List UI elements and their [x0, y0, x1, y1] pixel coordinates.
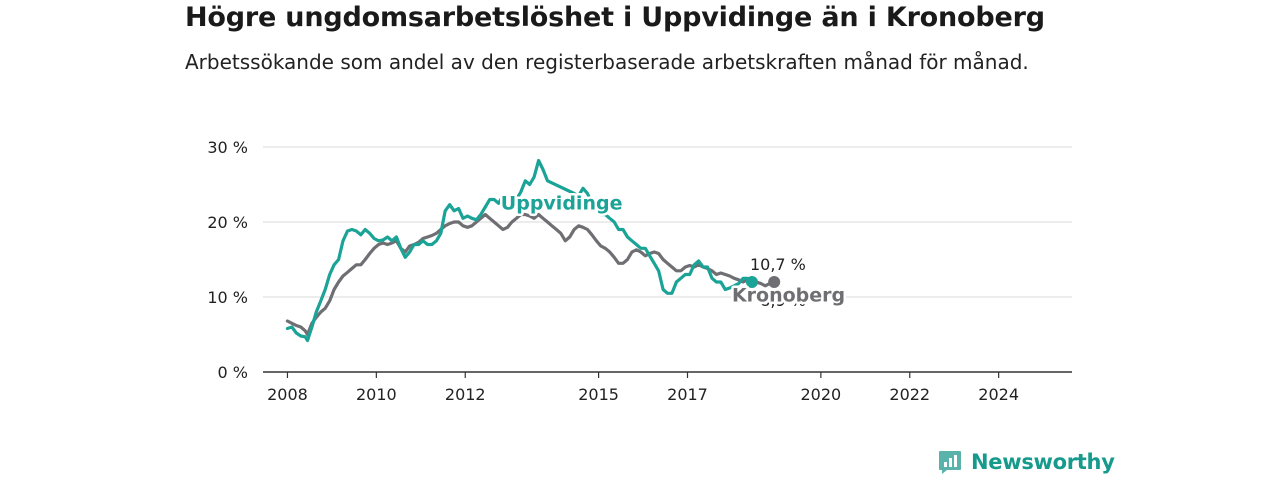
series-end-label-uppvidinge: 10,7 %	[750, 255, 806, 274]
series-end-label-kronoberg: 8,9 %	[760, 291, 806, 310]
y-tick-label: 10 %	[207, 288, 248, 307]
x-tick-label: 2012	[445, 385, 486, 404]
x-tick-label: 2024	[978, 385, 1019, 404]
y-tick-label: 20 %	[207, 213, 248, 232]
brand-name: Newsworthy	[971, 450, 1115, 474]
x-tick-label: 2017	[667, 385, 708, 404]
series-name-label-uppvidinge: Uppvidinge	[501, 192, 623, 214]
gridlines	[263, 146, 1072, 373]
chart-title: Högre ungdomsarbetslöshet i Uppvidinge ä…	[185, 2, 1045, 33]
y-tick-label: 30 %	[207, 138, 248, 157]
brand-logo: Newsworthy	[937, 449, 1115, 475]
series-name-label-kronoberg: Kronoberg	[732, 285, 845, 307]
y-axis-ticks: 0 % 10 % 20 % 30 %	[207, 138, 248, 382]
x-tick-label: 2010	[356, 385, 397, 404]
series-endpoint-uppvidinge	[745, 276, 758, 288]
chart-subtitle: Arbetssökande som andel av den registerb…	[185, 50, 1029, 74]
series-line-uppvidinge	[285, 158, 754, 343]
newsworthy-logo-icon	[939, 451, 961, 474]
x-tick-label: 2015	[578, 385, 619, 404]
x-axis-ticks: 2008 2010 2012 2015 2017 2020 2022 2024	[267, 372, 1019, 404]
x-tick-label: 2022	[889, 385, 930, 404]
x-tick-label: 2020	[800, 385, 841, 404]
x-tick-label: 2008	[267, 385, 308, 404]
series-endpoint-kronoberg	[768, 276, 781, 288]
y-tick-label: 0 %	[218, 363, 248, 382]
series-lines	[285, 158, 781, 343]
series-labels: 8,9 % 10,7 % Uppvidinge Kronoberg	[498, 190, 847, 310]
